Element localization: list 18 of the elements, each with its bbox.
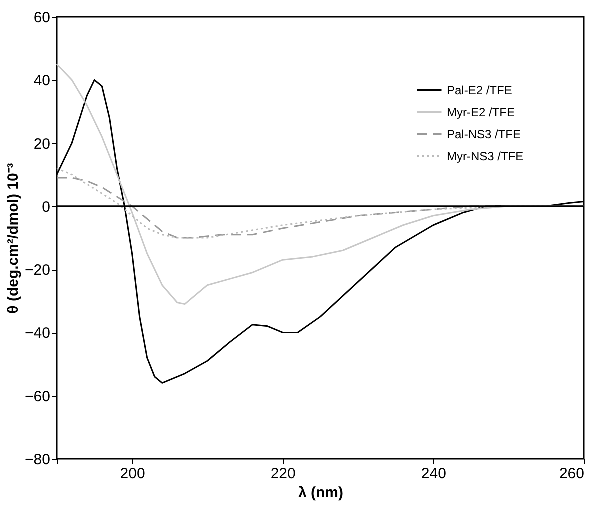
y-tick-label: −20	[25, 262, 50, 280]
legend-label: Myr-E2 /TFE	[447, 106, 515, 120]
y-tick-label: 0	[42, 198, 50, 216]
y-tick-label: −80	[25, 452, 50, 468]
x-tick-label: 240	[421, 466, 446, 482]
y-tick-label: 40	[34, 72, 50, 90]
y-axis-title: θ (deg.cm²/dmol) 10⁻³	[5, 163, 22, 314]
y-tick-label: −40	[25, 325, 50, 342]
x-tick-label: 200	[120, 466, 146, 482]
legend-label: Pal-E2 /TFE	[447, 84, 512, 98]
legend-label: Myr-NS3 /TFE	[447, 150, 524, 164]
x-tick-label: 260	[559, 466, 584, 482]
x-axis-title: λ (nm)	[298, 484, 344, 502]
x-tick-label: 220	[270, 466, 296, 482]
y-tick-label: 60	[34, 10, 50, 26]
y-tick-label: 20	[34, 136, 50, 153]
y-tick-label: −60	[25, 388, 50, 406]
legend-label: Pal-NS3 /TFE	[447, 128, 522, 142]
